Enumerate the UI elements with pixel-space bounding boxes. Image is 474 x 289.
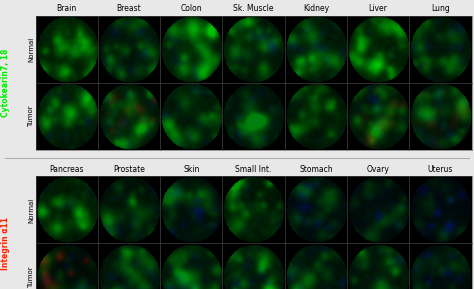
Text: Liver: Liver — [369, 4, 388, 13]
Text: Normal: Normal — [28, 37, 34, 62]
Text: Colon: Colon — [181, 4, 202, 13]
Text: Normal: Normal — [28, 197, 34, 223]
Text: Ovary: Ovary — [367, 165, 390, 174]
Text: Tumor: Tumor — [28, 266, 34, 288]
Text: Small Int.: Small Int. — [236, 165, 272, 174]
Text: Pancreas: Pancreas — [49, 165, 84, 174]
Text: Prostate: Prostate — [113, 165, 145, 174]
Text: Tumor: Tumor — [28, 106, 34, 127]
Text: Lung: Lung — [431, 4, 450, 13]
Text: Stomach: Stomach — [299, 165, 333, 174]
Text: Integrin α11: Integrin α11 — [1, 217, 10, 270]
Text: Skin: Skin — [183, 165, 200, 174]
Text: Uterus: Uterus — [428, 165, 453, 174]
Text: Cytokearin7, 18: Cytokearin7, 18 — [1, 49, 10, 117]
Text: Brain: Brain — [56, 4, 77, 13]
Text: Sk. Muscle: Sk. Muscle — [233, 4, 274, 13]
Text: Breast: Breast — [117, 4, 141, 13]
Text: Kidney: Kidney — [303, 4, 329, 13]
